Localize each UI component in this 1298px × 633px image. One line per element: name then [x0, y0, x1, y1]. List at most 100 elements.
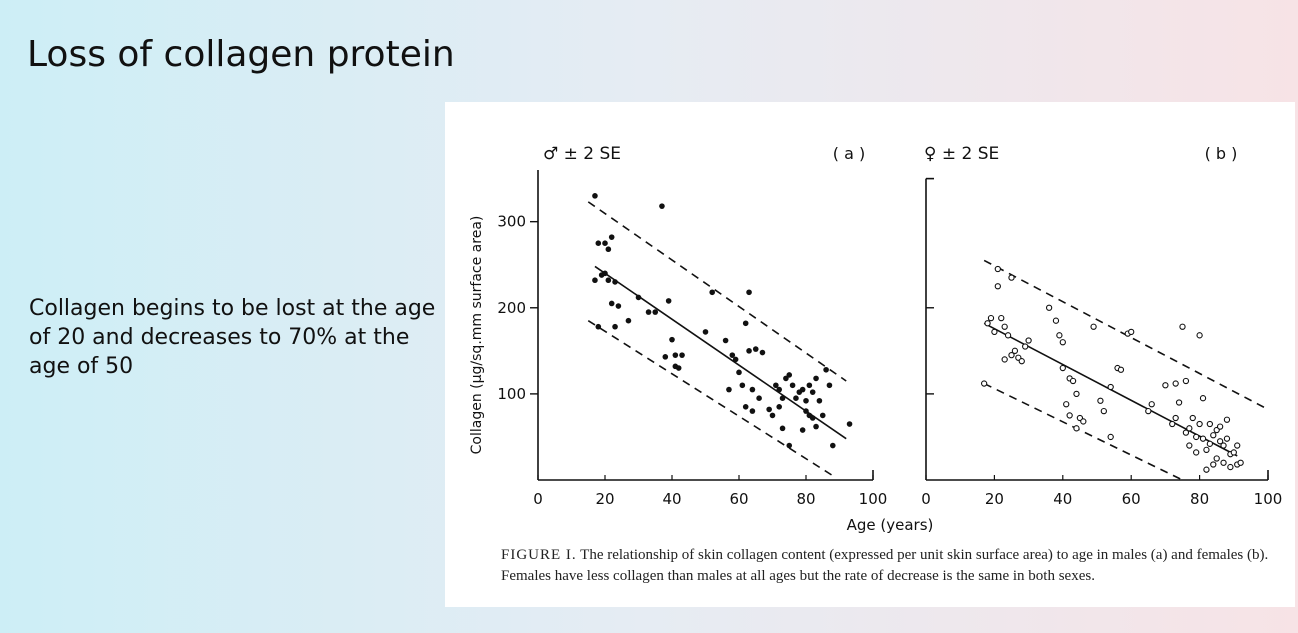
data-point [846, 421, 853, 427]
data-point [1179, 323, 1186, 330]
data-point [1227, 463, 1234, 471]
data-point [1008, 274, 1015, 281]
data-point [998, 314, 1005, 322]
data-point [786, 372, 793, 378]
data-point [752, 346, 759, 352]
data-point [1025, 337, 1032, 344]
data-point [1220, 459, 1227, 466]
data-point [793, 395, 799, 401]
data-point [1001, 356, 1008, 363]
data-point [1203, 466, 1210, 473]
data-point [1223, 435, 1231, 442]
data-point [1018, 358, 1025, 365]
data-point [595, 323, 602, 330]
lower-se-band [587, 320, 834, 477]
data-point [783, 375, 789, 382]
x-tick-label: 100 [1254, 490, 1283, 508]
data-point [746, 289, 752, 296]
x-tick-label: 40 [662, 490, 681, 508]
data-point [1223, 416, 1231, 423]
data-point [1234, 442, 1241, 449]
data-point [1193, 449, 1200, 456]
data-point [665, 298, 672, 304]
data-point [1199, 435, 1207, 442]
data-point [980, 380, 988, 387]
data-point [1175, 399, 1183, 406]
data-point [1148, 401, 1155, 408]
x-tick-label: 80 [796, 490, 815, 508]
upper-se-band [587, 201, 847, 382]
y-tick-label: 100 [497, 385, 526, 403]
data-point [669, 336, 675, 343]
data-point [779, 395, 786, 401]
panel-b: 0 20 40 60 80 100 ♀ ± 2 SE ( b ) [921, 144, 1282, 508]
panel-label: ( a ) [833, 144, 865, 163]
data-point [722, 337, 729, 344]
data-point [1059, 364, 1066, 372]
data-point [786, 442, 793, 449]
x-tick-label: 0 [533, 490, 543, 508]
data-point [813, 423, 819, 430]
data-point [813, 375, 819, 382]
figure-caption: FIGURE I. The relationship of skin colla… [501, 545, 1281, 587]
data-point [809, 415, 816, 421]
figure-image: 0 20 40 60 80 100 100 200 300 Collagen (µg/sq.mm … [445, 102, 1295, 607]
data-point [1008, 351, 1015, 359]
data-point [592, 277, 598, 284]
data-point [1145, 407, 1152, 415]
data-point [799, 386, 806, 393]
data-point [726, 386, 732, 393]
data-point [1004, 332, 1012, 339]
data-point [702, 329, 709, 335]
data-point [625, 317, 632, 324]
data-point [1169, 420, 1176, 428]
data-point [635, 294, 642, 301]
data-point [1206, 420, 1214, 428]
x-tick-label: 0 [921, 490, 931, 508]
data-point [789, 382, 796, 389]
data-point [773, 382, 779, 389]
data-point [776, 404, 782, 410]
data-point [672, 352, 679, 358]
y-tick-label: 300 [497, 213, 526, 231]
data-point [1182, 377, 1190, 385]
data-point [1216, 423, 1224, 430]
data-point [1203, 446, 1210, 454]
data-point [1063, 401, 1070, 408]
data-point [816, 397, 823, 404]
data-point [1056, 332, 1063, 339]
data-point [1182, 429, 1190, 436]
data-point [1199, 395, 1207, 402]
data-point [1213, 455, 1220, 462]
x-tick-label: 20 [595, 490, 614, 508]
data-point [736, 369, 742, 376]
x-tick-label: 60 [1122, 490, 1141, 508]
x-tick-label: 40 [1053, 490, 1072, 508]
data-point [1059, 339, 1066, 346]
data-point [1073, 425, 1080, 432]
data-point [756, 395, 762, 401]
data-point [766, 406, 772, 413]
data-point [759, 349, 766, 356]
data-point [819, 412, 826, 419]
data-point [1230, 449, 1237, 456]
data-point [739, 382, 746, 389]
data-point [1193, 433, 1200, 441]
data-point [1220, 442, 1227, 449]
data-point [749, 408, 756, 414]
panel-a: 0 20 40 60 80 100 100 200 300 Collagen (µg/sq.mm … [469, 144, 933, 534]
data-point [1237, 459, 1244, 466]
data-point [602, 240, 608, 246]
data-point [830, 442, 836, 449]
data-point [1107, 433, 1114, 441]
data-point [1073, 390, 1080, 398]
data-point [776, 386, 782, 393]
y-axis-label: Collagen (µg/sq.mm surface area) [469, 216, 485, 455]
data-point [779, 425, 786, 432]
data-point [1045, 304, 1053, 311]
data-point [826, 382, 833, 389]
lower-se-band [983, 382, 1183, 481]
data-point [994, 283, 1001, 290]
data-point [608, 234, 615, 240]
